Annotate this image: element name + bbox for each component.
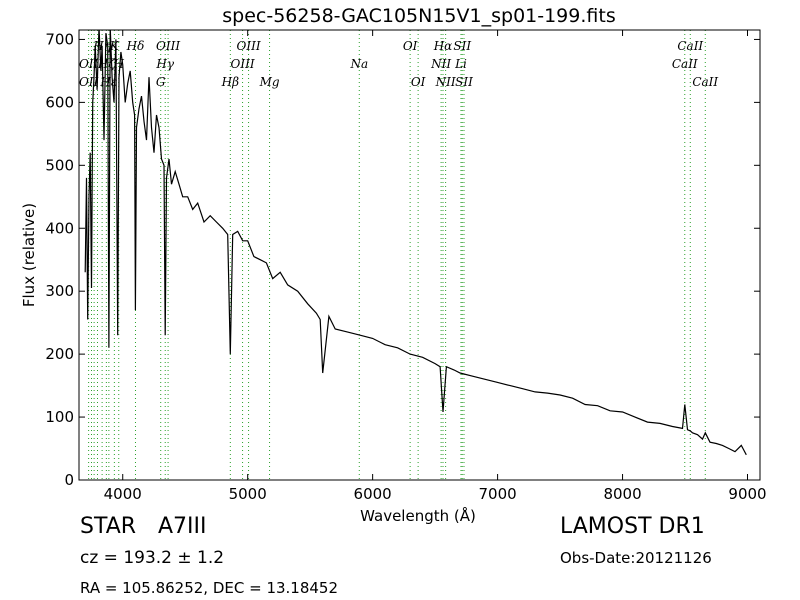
object-subclass: A7III — [158, 514, 207, 539]
chart-title: spec-56258-GAC105N15V1_sp01-199.fits — [222, 5, 616, 27]
spectral-line-label: Hβ — [221, 75, 239, 89]
spectral-line-label: Hα — [433, 39, 453, 53]
spectral-line-label: Na — [349, 57, 368, 71]
y-tick-label: 0 — [64, 471, 74, 489]
spectrum-series-line — [84, 30, 747, 456]
redshift-value: cz = 193.2 ± 1.2 — [80, 548, 225, 568]
x-tick-label: 6000 — [354, 485, 392, 503]
x-tick-label: 9000 — [728, 485, 766, 503]
y-axis-label: Flux (relative) — [20, 203, 38, 307]
axes-frame — [78, 29, 761, 481]
spectral-line-label: K — [109, 39, 120, 53]
spectral-line-label: CaII — [677, 39, 703, 53]
y-tick-label: 500 — [45, 156, 74, 174]
spectral-line-label: NII — [430, 57, 451, 71]
spectral-line-label: OII — [79, 75, 99, 89]
object-class: STAR — [80, 514, 137, 539]
sky-coordinates: RA = 105.86252, DEC = 13.18452 — [80, 579, 339, 597]
spectral-line-label: G — [156, 75, 166, 89]
spectral-line-label: NII — [435, 75, 456, 89]
spectral-line-label: SII — [453, 39, 471, 53]
y-tick-label: 100 — [45, 408, 74, 426]
spectral-line-label: CaII — [692, 75, 718, 89]
observation-date: Obs-Date:20121126 — [560, 549, 712, 567]
y-tick-label: 700 — [45, 30, 74, 48]
spectral-line-label: OII — [79, 57, 99, 71]
x-axis-label: Wavelength (Å) — [360, 506, 476, 525]
spectral-line-label: Mg — [259, 75, 280, 89]
spectral-line-label: Hγ — [155, 57, 174, 71]
spectral-line-label: SII — [455, 75, 473, 89]
x-tick-label: 7000 — [479, 485, 517, 503]
spectral-line-label: CaII — [672, 57, 698, 71]
spectral-line-label: Hδ — [126, 39, 145, 53]
spectral-line-label: Li — [454, 57, 467, 71]
spectral-line-label: OIII — [156, 39, 180, 53]
spectral-line-label: OIII — [231, 57, 255, 71]
survey-name: LAMOST DR1 — [560, 514, 705, 539]
y-tick-label: 200 — [45, 345, 74, 363]
y-tick-label: 300 — [45, 282, 74, 300]
y-tick-label: 600 — [45, 93, 74, 111]
spectral-line-label: OI — [411, 75, 426, 89]
plot-area — [79, 30, 760, 480]
y-tick-label: 400 — [45, 219, 74, 237]
x-tick-label: 8000 — [603, 485, 641, 503]
spectral-line-label: OI — [403, 39, 418, 53]
x-tick-label: 5000 — [229, 485, 267, 503]
x-tick-label: 4000 — [104, 485, 142, 503]
spectral-line-label: OIII — [237, 39, 261, 53]
